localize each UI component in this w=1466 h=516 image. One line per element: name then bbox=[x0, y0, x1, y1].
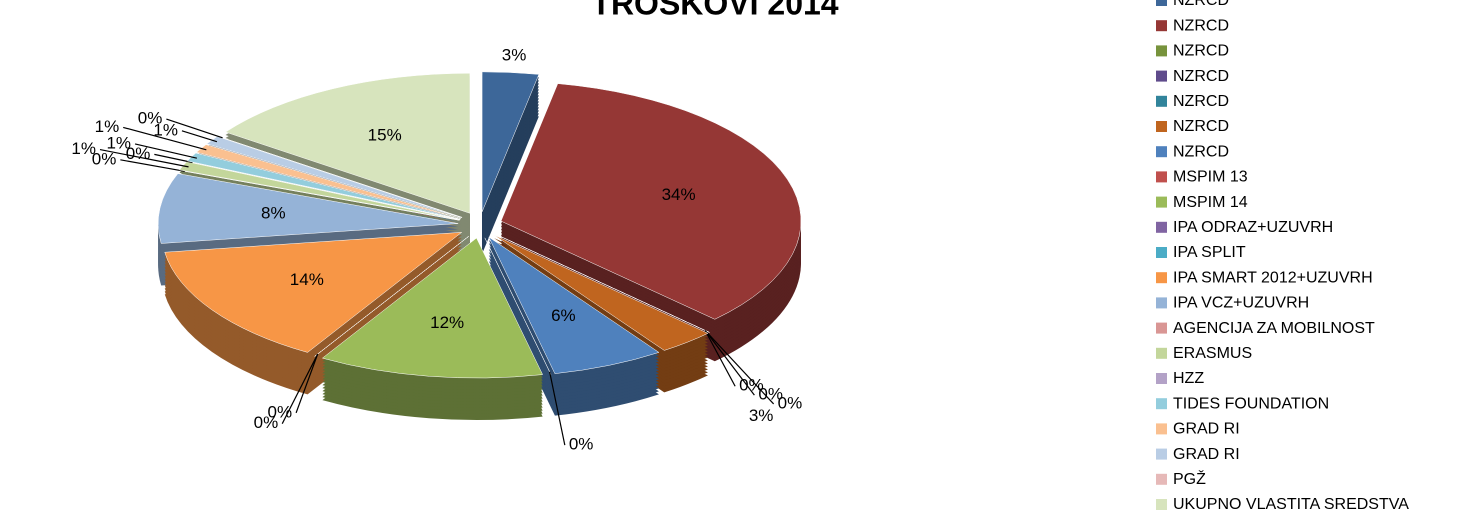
legend-label: NZRCD bbox=[1173, 118, 1229, 135]
legend-swatch bbox=[1156, 272, 1167, 284]
leader-line bbox=[123, 126, 207, 151]
legend-label: IPA VCZ+UZUVRH bbox=[1173, 295, 1309, 312]
legend-label: MSPIM 13 bbox=[1173, 169, 1248, 186]
leader-line bbox=[704, 330, 736, 387]
legend-label: AGENCIJA ZA MOBILNOST bbox=[1173, 320, 1375, 337]
slice-side bbox=[314, 242, 469, 363]
data-label: 0% bbox=[138, 109, 163, 128]
legend-label: NZRCD bbox=[1173, 17, 1229, 34]
slice bbox=[488, 236, 660, 374]
chart-title: TROŠKOVI 2014 bbox=[591, 0, 838, 21]
legend-label: TIDES FOUNDATION bbox=[1173, 395, 1329, 412]
data-label: 1% bbox=[95, 117, 120, 136]
legend-label: IPA SMART 2012+UZUVRH bbox=[1173, 269, 1373, 286]
legend-label: PGŽ bbox=[1173, 469, 1206, 488]
legend-label: GRAD RI bbox=[1173, 446, 1240, 463]
leader-line bbox=[281, 353, 319, 424]
data-label: 0% bbox=[739, 376, 764, 395]
legend-label: NZRCD bbox=[1173, 0, 1229, 9]
legend: NZRCD NZRCD NZRCD NZRCD NZRCD NZRCD NZRCD MSPIM… bbox=[1156, 0, 1409, 513]
legend-swatch bbox=[1156, 347, 1167, 359]
slice bbox=[481, 71, 540, 212]
legend-label: NZRCD bbox=[1173, 43, 1229, 60]
legend-label: MSPIM 14 bbox=[1173, 194, 1248, 211]
slice bbox=[500, 83, 802, 320]
legend-label: IPA ODRAZ+UZUVRH bbox=[1173, 219, 1333, 236]
legend-swatch bbox=[1156, 221, 1167, 233]
legend-label: NZRCD bbox=[1173, 68, 1229, 85]
legend-swatch bbox=[1156, 20, 1167, 32]
legend-label: ERASMUS bbox=[1173, 345, 1252, 362]
legend-label: IPA SPLIT bbox=[1173, 244, 1246, 261]
slice-side bbox=[179, 173, 460, 224]
slice bbox=[321, 237, 543, 379]
legend-label: NZRCD bbox=[1173, 143, 1229, 160]
data-label: 15% bbox=[368, 126, 402, 145]
legend-swatch bbox=[1156, 121, 1167, 132]
data-label: 1% bbox=[106, 133, 131, 152]
pie: 3%34%0%0%0%3%6%0%12%0%0%14%8%0%1% 0%1%1% 1… bbox=[71, 45, 802, 453]
data-label: 3% bbox=[749, 406, 774, 425]
legend-swatch bbox=[1156, 499, 1167, 510]
legend-swatch bbox=[1156, 297, 1167, 309]
data-label: 3% bbox=[502, 45, 527, 64]
legend-swatch bbox=[1156, 373, 1167, 384]
slice-side bbox=[314, 239, 469, 360]
slice bbox=[224, 73, 471, 214]
legend-label: NZRCD bbox=[1173, 93, 1229, 110]
data-label: 6% bbox=[551, 306, 576, 325]
legend-swatch bbox=[1156, 423, 1167, 435]
legend-swatch bbox=[1156, 70, 1167, 82]
data-label: 0% bbox=[126, 144, 151, 163]
legend-label: GRAD RI bbox=[1173, 421, 1240, 438]
slice-side bbox=[187, 164, 460, 223]
leader-line bbox=[549, 371, 566, 446]
leader-line bbox=[704, 330, 775, 405]
legend-swatch bbox=[1156, 95, 1167, 107]
leader-line bbox=[704, 330, 755, 396]
data-label: 0% bbox=[569, 435, 594, 454]
legend-swatch bbox=[1156, 146, 1167, 158]
legend-swatch bbox=[1156, 448, 1167, 460]
slice bbox=[164, 232, 463, 353]
leader-line bbox=[99, 148, 189, 168]
legend-swatch bbox=[1156, 0, 1167, 6]
legend-swatch bbox=[1156, 196, 1167, 208]
leader-line bbox=[295, 353, 319, 414]
data-label: 12% bbox=[430, 313, 464, 332]
legend-label: UKUPNO VLASTITA SREDSTVA bbox=[1173, 496, 1409, 513]
slice bbox=[494, 234, 709, 351]
legend-label: HZZ bbox=[1173, 370, 1204, 387]
data-label: 0% bbox=[758, 385, 783, 404]
data-label: 1% bbox=[153, 120, 178, 139]
data-label: 14% bbox=[290, 270, 324, 289]
legend-swatch bbox=[1156, 45, 1167, 57]
data-label: 0% bbox=[254, 413, 279, 432]
slice bbox=[314, 236, 469, 357]
slice bbox=[157, 173, 459, 244]
legend-swatch bbox=[1156, 398, 1167, 410]
data-label: 8% bbox=[261, 203, 286, 222]
data-label: 0% bbox=[92, 149, 117, 168]
leader-line bbox=[181, 130, 218, 143]
leader-line bbox=[166, 118, 223, 139]
data-label: 0% bbox=[778, 393, 803, 412]
legend-swatch bbox=[1156, 171, 1167, 183]
leader-line bbox=[120, 159, 185, 172]
leader-line bbox=[134, 143, 198, 159]
data-label: 34% bbox=[662, 185, 696, 204]
legend-swatch bbox=[1156, 473, 1167, 485]
legend-swatch bbox=[1156, 247, 1167, 258]
data-label: 1% bbox=[71, 139, 96, 158]
legend-swatch bbox=[1156, 322, 1167, 334]
leader-line bbox=[154, 153, 193, 164]
